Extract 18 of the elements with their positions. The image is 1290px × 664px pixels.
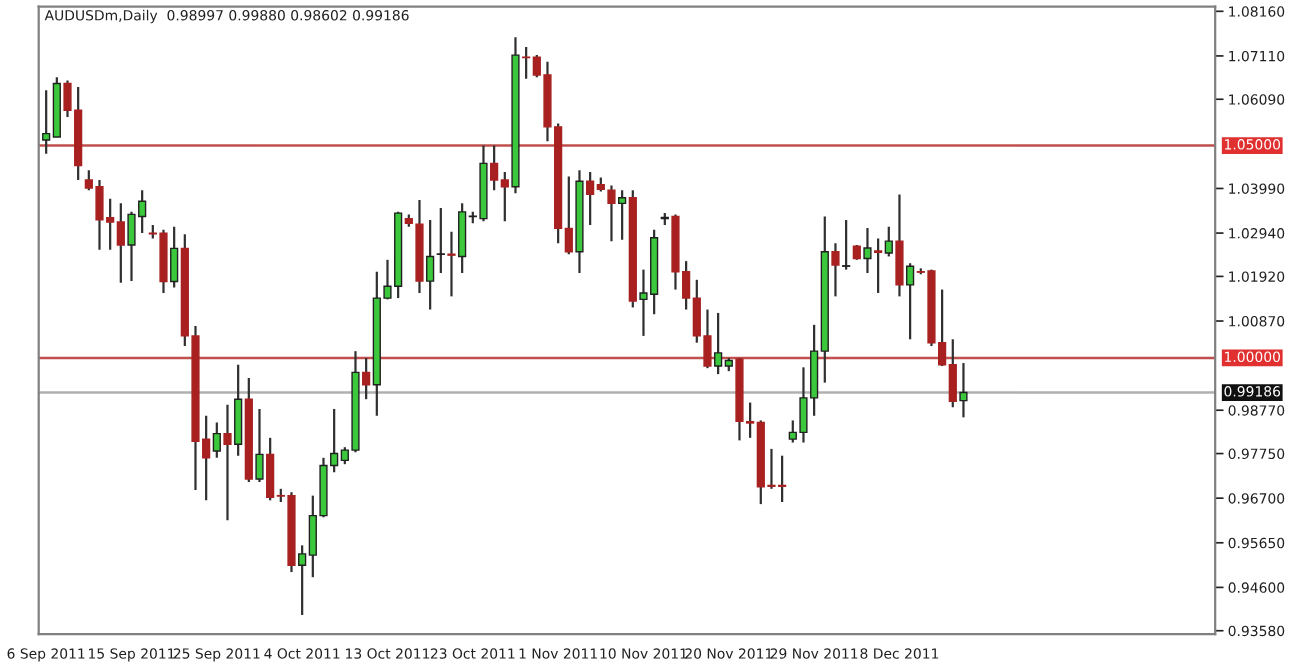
candlestick [959,361,968,419]
candlestick [906,262,915,341]
candlestick [212,421,221,459]
candlestick [842,218,851,271]
candlestick [436,206,445,275]
candlestick [255,407,264,484]
candlestick [831,242,840,298]
candlestick [863,226,872,275]
candlestick [618,189,627,241]
candlestick [447,230,456,298]
candlestick [223,403,232,522]
candlestick [895,193,904,298]
candlestick [362,356,371,401]
candlestick [884,225,893,258]
candlestick [234,363,243,457]
candlestick [426,218,435,311]
candlestick [170,225,179,289]
candlestick [874,237,883,295]
